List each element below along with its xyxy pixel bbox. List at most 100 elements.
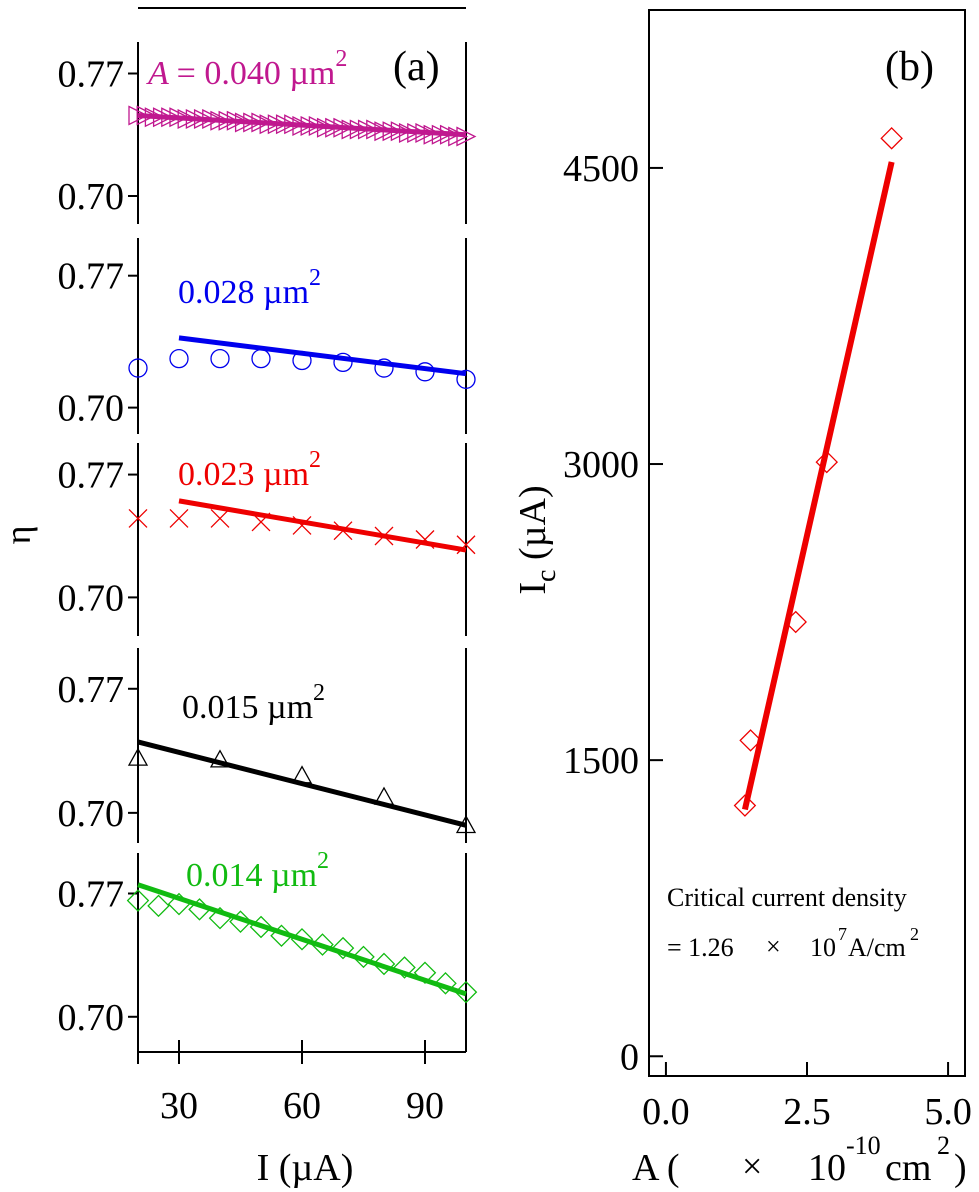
y-tick-label: 0.70	[58, 793, 125, 835]
series-label-exp: 2	[335, 46, 347, 72]
fit-line	[178, 498, 467, 553]
data-point	[434, 972, 457, 995]
data-point	[333, 352, 353, 373]
panel-b-xlabel-exp: -10	[846, 1131, 881, 1160]
panel-b-xlabel-times: ×	[742, 1146, 762, 1186]
y-tick-label: 0.77	[58, 874, 125, 916]
subpanel-4: 0.77 0.70 0.015 µm2	[58, 648, 477, 843]
data-point	[815, 450, 839, 474]
y-tick-label: 4500	[563, 148, 639, 190]
x-tick-label: 0.0	[642, 1091, 690, 1133]
series-label-value: 0.023 µm	[178, 456, 309, 493]
y-tick-label: 0.77	[58, 669, 125, 711]
x-tick-label: 2.5	[783, 1091, 831, 1133]
panel-a-x-axis-label: I (µA)	[257, 1147, 354, 1189]
data-point	[352, 945, 375, 969]
panel-b-xlabel-a: A (	[632, 1147, 680, 1189]
fit-line	[137, 882, 467, 997]
fit-line	[137, 739, 467, 828]
data-point	[372, 952, 396, 976]
y-tick-label: 0	[620, 1036, 639, 1078]
y-tick-label: 1500	[563, 740, 639, 782]
annotation-eq: = 1.26	[667, 933, 734, 962]
data-point	[784, 610, 807, 634]
data-point	[128, 105, 149, 126]
data-point	[454, 980, 478, 1004]
data-point	[128, 508, 148, 528]
y-tick-label: 0.70	[58, 997, 125, 1039]
data-point	[311, 933, 334, 956]
subpanel-2: 0.77 0.70 0.028 µm2	[58, 238, 476, 434]
series-label-value: 0.015 µm	[182, 689, 313, 726]
data-point	[210, 348, 230, 369]
svg-text:Ic (µA): Ic (µA)	[512, 485, 562, 594]
x-tick-label: 90	[406, 1085, 444, 1127]
panel-b-xlabel-close: )	[954, 1147, 967, 1189]
panel-b-x-axis-label: A ( × 10 -10 cm 2 )	[632, 1131, 967, 1189]
data-point	[210, 508, 230, 528]
panel-b-y-axis-label: Ic (µA)	[512, 485, 562, 594]
series-label-exp: 2	[309, 447, 321, 473]
data-point	[128, 358, 148, 378]
annotation-exp: 7	[838, 924, 847, 944]
panel-a-y-axis-label: η	[0, 526, 38, 545]
panel-b-xlabel-unit: cm	[885, 1147, 931, 1189]
panel-b-ylabel-sub: c	[531, 570, 562, 582]
data-point	[126, 889, 150, 912]
data-point	[331, 936, 355, 960]
y-tick-label: 0.77	[58, 256, 125, 298]
annotation-unit: A/cm	[848, 933, 906, 962]
fit-line	[742, 161, 895, 811]
subpanel-1: 0.77 0.70 A = 0.040 µm2	[58, 42, 477, 224]
x-tick-label: 5.0	[924, 1091, 972, 1133]
annotation-ten: 10	[810, 933, 836, 962]
data-point	[209, 749, 231, 768]
annotation-line1: Critical current density	[667, 883, 907, 912]
data-point	[169, 348, 189, 369]
series-label: 0.015 µm2	[182, 680, 325, 726]
x-tick-label: 60	[283, 1085, 321, 1127]
data-point	[374, 358, 394, 378]
series-label-value: 0.014 µm	[186, 857, 317, 894]
y-tick-label: 0.70	[58, 176, 125, 218]
fit-line	[178, 335, 467, 377]
panel-b-ylabel-main: I	[512, 582, 554, 595]
data-point	[456, 369, 476, 389]
series-label-exp: 2	[309, 265, 321, 291]
y-tick-label: 0.70	[58, 577, 125, 619]
series-label-exp: 2	[313, 680, 325, 706]
series-label-prefix: A	[146, 55, 177, 92]
data-point	[393, 956, 416, 979]
subpanel-5: 0.77 0.70 0.014 µm2	[58, 848, 478, 1052]
data-point	[169, 508, 189, 528]
data-point	[413, 961, 437, 985]
series-label-exp: 2	[317, 848, 329, 874]
critical-current-annotation: Critical current density = 1.26 × 10 7 A…	[667, 883, 919, 962]
x-tick-label: 30	[160, 1085, 198, 1127]
series-label: 0.014 µm2	[186, 848, 329, 894]
data-point	[127, 747, 149, 766]
series-label: 0.023 µm2	[178, 447, 321, 493]
annotation-unit-exp: 2	[910, 924, 919, 944]
data-point	[880, 127, 903, 150]
panel-b-xlabel-ten: 10	[808, 1147, 846, 1189]
panel-b-tag: (b)	[885, 44, 934, 90]
panel-a-tag: (a)	[393, 44, 440, 90]
panel-b-ylabel-rest: (µA)	[512, 485, 554, 569]
panel-b: 0 1500 3000 4500 0.0 2.5 5.0 (b) Ic (µA) A ( ×…	[512, 9, 972, 1189]
annotation-times: ×	[766, 932, 781, 961]
y-tick-label: 0.70	[58, 388, 125, 430]
y-tick-label: 0.77	[58, 455, 125, 497]
series-label: A = 0.040 µm2	[146, 46, 347, 92]
y-tick-label: 3000	[563, 444, 639, 486]
series-label-value: 0.028 µm	[178, 274, 309, 311]
series-label: 0.028 µm2	[178, 265, 321, 311]
data-point	[739, 729, 762, 752]
y-tick-label: 0.77	[58, 54, 125, 96]
fit-line	[137, 113, 467, 138]
data-point	[733, 794, 757, 817]
series-label-value: = 0.040 µm	[177, 55, 336, 92]
data-point	[251, 348, 271, 369]
